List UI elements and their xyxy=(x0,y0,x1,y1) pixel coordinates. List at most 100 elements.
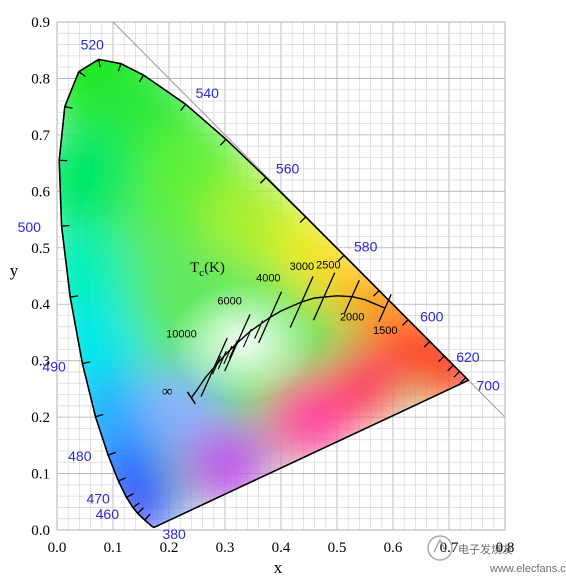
isotherm-line xyxy=(289,276,314,328)
isotherm-label: 2000 xyxy=(340,312,364,324)
x-tick-label: 0.6 xyxy=(384,540,403,556)
wavelength-label: 560 xyxy=(276,161,300,177)
wavelength-tick xyxy=(70,295,79,298)
planckian-locus: 10000 6000 4000 3000 2500 2000 1500 xyxy=(166,259,397,405)
wavelength-tick xyxy=(220,138,227,146)
isotherm-minor-tick xyxy=(223,345,233,365)
watermark-url: www.elecfans.com xyxy=(489,563,566,575)
wavelength-label: 540 xyxy=(196,85,220,101)
wavelength-tick xyxy=(438,355,445,363)
y-axis-title: y xyxy=(10,261,19,280)
isotherm-line xyxy=(378,294,392,323)
isotherm-label: 3000 xyxy=(290,261,314,273)
tc-rest: (K) xyxy=(204,260,225,276)
color-blob xyxy=(59,125,140,236)
wavelength-tick xyxy=(447,364,454,372)
wavelength-label: 380 xyxy=(162,526,186,542)
isotherm-label: 1500 xyxy=(373,325,397,337)
watermark-text: 电子发烧友 xyxy=(458,542,513,556)
y-tick-label: 0.1 xyxy=(31,467,50,483)
wavelength-tick xyxy=(107,451,116,456)
wavelength-label: 470 xyxy=(86,490,110,506)
wavelength-tick xyxy=(299,216,307,224)
wavelength-tick xyxy=(372,290,380,297)
color-blob xyxy=(325,343,405,424)
y-tick-label: 0.4 xyxy=(31,297,50,313)
x-tick-label: 0.4 xyxy=(272,540,291,556)
isotherm-minor-tick xyxy=(228,340,238,359)
tc-main: T xyxy=(190,260,199,276)
wavelength-label: 700 xyxy=(476,377,500,393)
wavelength-label: 600 xyxy=(420,309,444,325)
x-tick-label: 0.1 xyxy=(104,540,123,556)
isotherm-label: 4000 xyxy=(256,272,280,284)
wavelength-tick xyxy=(78,71,86,77)
wavelength-label: 480 xyxy=(68,448,92,464)
wavelength-tick xyxy=(132,502,140,509)
wavelength-tick xyxy=(118,477,126,482)
white-point-glow xyxy=(168,281,319,402)
wavelength-tick xyxy=(337,254,345,262)
isotherm-line xyxy=(312,272,336,321)
wavelength-tick xyxy=(82,361,91,365)
isotherm-minor-tick xyxy=(212,355,222,375)
y-tick-label: 0.8 xyxy=(31,71,50,87)
isotherm-label: 10000 xyxy=(166,328,197,340)
isotherm-minor-tick xyxy=(217,350,227,370)
wavelength-tick xyxy=(180,103,187,111)
wavelength-tick xyxy=(97,59,101,68)
x-tick-label: 0.2 xyxy=(160,540,179,556)
infinity-end-bar xyxy=(186,391,196,405)
isotherm-line xyxy=(200,337,228,397)
watermark-logo-mark-icon xyxy=(433,538,447,553)
wavelength-tick xyxy=(137,507,144,514)
wavelength-tick xyxy=(64,105,73,109)
wavelength-tick xyxy=(259,177,267,184)
axes: 0.0 0.1 0.2 0.3 0.4 0.5 0.6 0.7 0.8 0.0 0.1 0.2 0.3 0… xyxy=(31,15,514,556)
wavelength-tick xyxy=(453,370,461,378)
wavelength-label: 460 xyxy=(96,506,120,522)
wavelength-tick xyxy=(95,413,104,418)
isotherm-line xyxy=(224,314,251,372)
watermark-logo-icon xyxy=(427,535,453,561)
y-tick-label: 0.6 xyxy=(31,184,50,200)
x-tick-label: 0.3 xyxy=(216,540,235,556)
infinity-label: ∞ xyxy=(162,384,173,400)
svg-text:Tc(K): Tc(K) xyxy=(190,260,225,279)
tc-sub: c xyxy=(199,267,204,279)
x-tick-label: 0.8 xyxy=(496,540,515,556)
wavelength-tick xyxy=(61,224,70,227)
watermark: 电子发烧友 www.elecfans.com xyxy=(427,535,566,575)
isotherm-minor-tick xyxy=(254,320,264,339)
isotherm-minor-tick xyxy=(242,328,252,348)
isotherm-label: 2500 xyxy=(316,259,340,271)
wavelength-label: 490 xyxy=(42,358,66,374)
wavelength-label: 580 xyxy=(354,238,378,254)
wavelength-label: 500 xyxy=(18,219,42,235)
tc-label: Tc(K) xyxy=(190,260,225,279)
y-tick-label: 0.5 xyxy=(31,241,50,257)
isotherm-line xyxy=(344,280,360,314)
x-axis-title: x xyxy=(274,558,283,577)
y-tick-label: 0.3 xyxy=(31,354,50,370)
x-tick-label: 0.5 xyxy=(328,540,347,556)
wavelength-label: 620 xyxy=(456,349,480,365)
wavelength-tick xyxy=(126,492,134,498)
spectral-locus-outline xyxy=(58,58,470,529)
wavelength-tick xyxy=(423,341,431,348)
x-tick-label: 0.7 xyxy=(440,540,459,556)
y-tick-label: 0.0 xyxy=(31,523,50,539)
y-tick-label: 0.9 xyxy=(31,15,50,31)
wavelength-tick xyxy=(401,319,409,326)
isotherm-label: 6000 xyxy=(217,296,241,308)
x-tick-label: 0.0 xyxy=(48,540,67,556)
wavelength-label: 520 xyxy=(81,36,105,52)
y-tick-label: 0.7 xyxy=(31,128,50,144)
wavelength-tick xyxy=(459,377,467,384)
wavelength-tick xyxy=(117,63,122,72)
wavelength-tick xyxy=(138,74,145,83)
wavelength-tick xyxy=(144,513,151,521)
isotherm-line xyxy=(258,291,283,344)
